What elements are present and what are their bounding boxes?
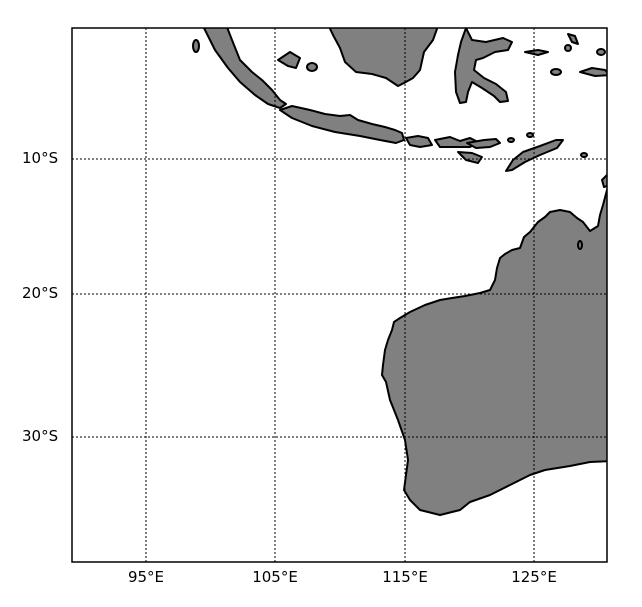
timor bbox=[505, 139, 564, 172]
island bbox=[526, 132, 534, 138]
graticule bbox=[72, 28, 607, 562]
lon-label-125e: 125°E bbox=[511, 568, 557, 586]
bangka-island bbox=[277, 51, 301, 69]
island bbox=[507, 137, 515, 143]
bali-lombok bbox=[405, 135, 433, 148]
lon-label-115e: 115°E bbox=[382, 568, 428, 586]
lat-label-30s: 30°S bbox=[22, 427, 59, 445]
lon-label-105e: 105°E bbox=[252, 568, 298, 586]
island bbox=[567, 33, 579, 45]
island bbox=[580, 152, 588, 158]
java bbox=[279, 105, 405, 144]
lat-label-20s: 20°S bbox=[22, 284, 59, 302]
flores bbox=[466, 138, 501, 149]
island bbox=[564, 44, 572, 52]
island bbox=[524, 49, 549, 56]
sulawesi bbox=[454, 28, 513, 104]
lat-label-10s: 10°S bbox=[22, 149, 59, 167]
lon-label-95e: 95°E bbox=[127, 568, 165, 586]
belitung-island bbox=[306, 62, 318, 72]
australia-landmass bbox=[381, 188, 607, 516]
island bbox=[601, 174, 607, 188]
map-frame bbox=[71, 27, 608, 563]
seram-island bbox=[579, 67, 607, 77]
island bbox=[577, 240, 583, 250]
sumba bbox=[457, 151, 483, 164]
buru-island bbox=[550, 68, 562, 76]
island bbox=[596, 48, 606, 56]
sumatra bbox=[202, 28, 287, 109]
borneo bbox=[328, 28, 439, 87]
simeulue-island bbox=[192, 39, 200, 53]
